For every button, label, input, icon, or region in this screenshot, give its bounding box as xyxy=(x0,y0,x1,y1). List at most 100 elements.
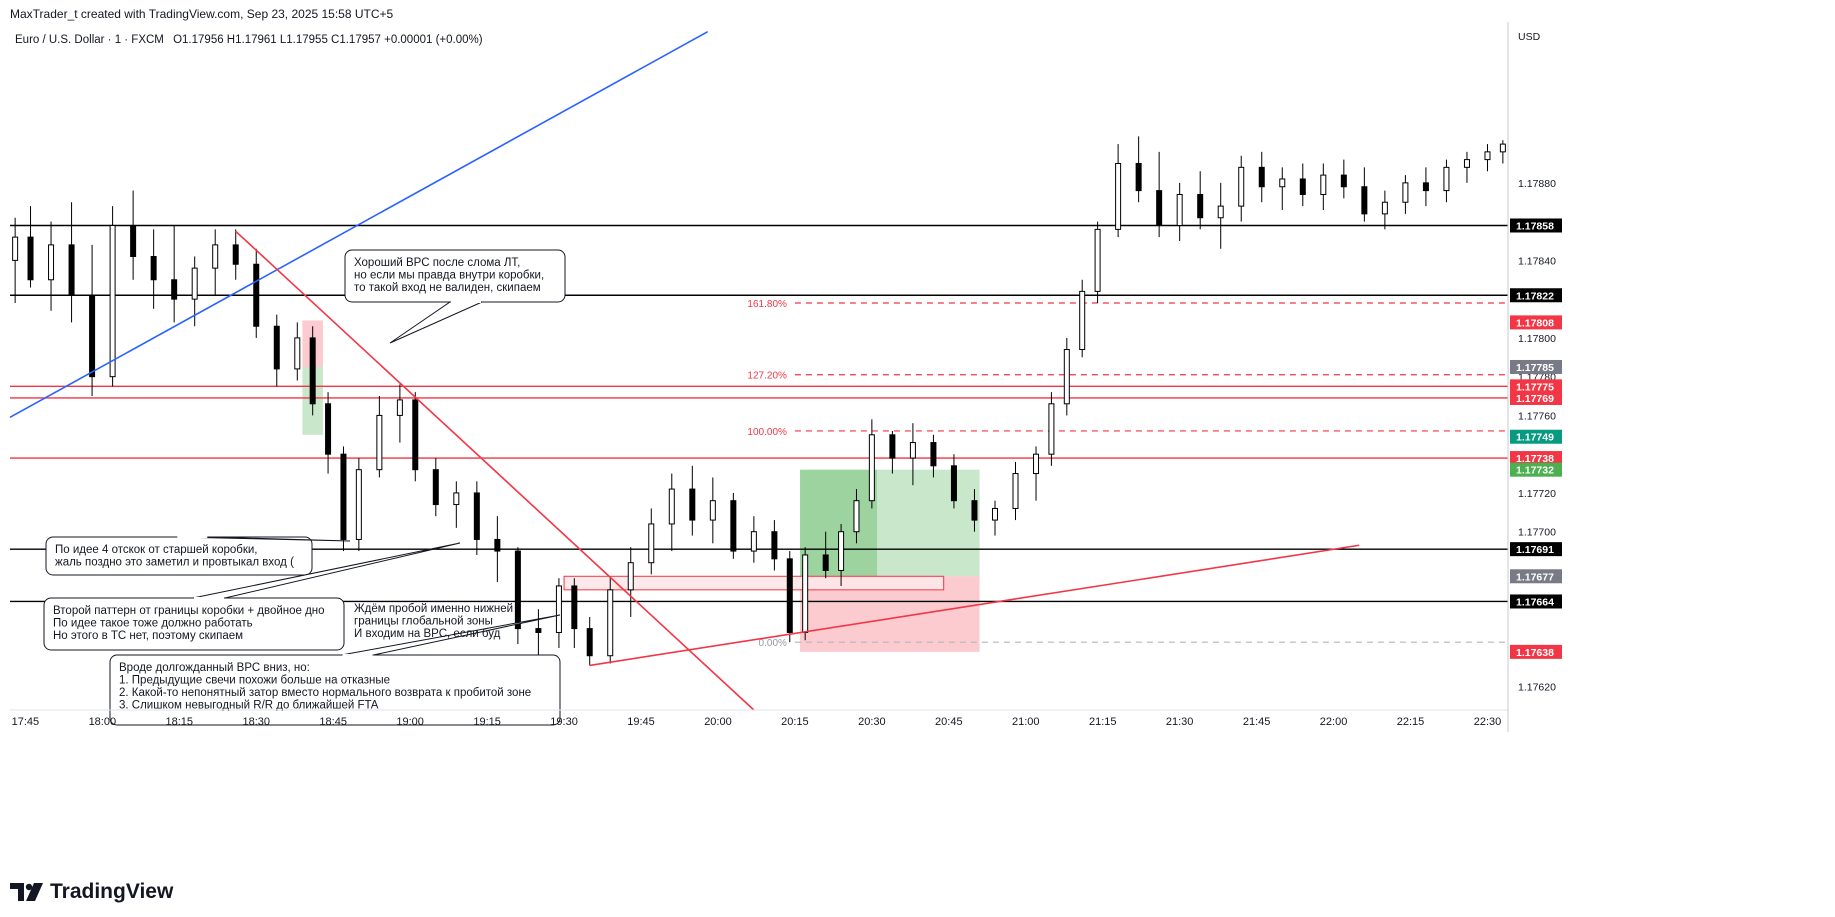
price-tick-label: 1.17620 xyxy=(1518,682,1556,694)
annotation-line: Но этого в ТС нет, поэтому скипаем xyxy=(53,630,243,642)
candle-down xyxy=(412,399,419,471)
candle-down xyxy=(1422,182,1429,192)
price-badge-bg xyxy=(1510,644,1562,659)
candle-up xyxy=(376,414,383,471)
currency-label: USD xyxy=(1518,31,1541,43)
candle-down xyxy=(27,236,34,281)
candle-up xyxy=(1443,166,1450,192)
candle-up xyxy=(1115,162,1122,230)
candle-down xyxy=(1156,190,1163,226)
candle-up xyxy=(868,434,875,502)
candle-down xyxy=(786,558,793,633)
symbol-legend: Euro / U.S. Dollar · 1 · FXCM O1.17956 H… xyxy=(15,34,483,46)
time-tick-label: 20:15 xyxy=(781,716,809,728)
candle-up xyxy=(1463,159,1470,168)
annotation-line: жаль поздно это заметил и провтыкал вход… xyxy=(55,557,294,569)
candle-up xyxy=(294,337,301,370)
price-tick-label: 1.17800 xyxy=(1518,333,1556,345)
time-tick-label: 22:30 xyxy=(1474,716,1502,728)
brand-name: TradingView xyxy=(50,880,174,903)
candle-down xyxy=(68,244,75,296)
candle-down xyxy=(473,492,480,540)
time-tick-label: 18:00 xyxy=(89,716,117,728)
zone-box-outline xyxy=(563,575,945,591)
fib-level-label: 0.00% xyxy=(759,638,787,649)
candle-up xyxy=(607,589,614,657)
candle-down xyxy=(822,554,829,571)
annotation-line: Хороший ВРС после слома ЛТ, xyxy=(354,257,520,269)
trendline-blue[interactable] xyxy=(9,30,709,419)
price-badge-value: 1.17822 xyxy=(1516,290,1554,302)
candle-down xyxy=(273,325,280,370)
candle-up xyxy=(909,442,916,459)
annotation-line: то такой вход не валиден, скипаем xyxy=(354,282,541,294)
trendline-red-descending[interactable] xyxy=(235,230,755,711)
candle-up xyxy=(1279,178,1286,188)
time-tick-label: 17:45 xyxy=(12,716,40,728)
annotation-line: Второй паттерн от границы коробки + двой… xyxy=(53,605,325,617)
chart-credit: MaxTrader_t created with TradingView.com… xyxy=(10,7,394,21)
annotation-line: Вроде долгожданный ВРС вниз, но: xyxy=(119,662,310,674)
price-badge: 1.17732 xyxy=(1510,462,1562,477)
annotation-callout[interactable]: По идее 4 отскок от старшей коробки,жаль… xyxy=(45,536,351,576)
price-badge-value: 1.17691 xyxy=(1516,544,1554,556)
candle-up xyxy=(1012,473,1019,509)
time-tick-label: 18:15 xyxy=(166,716,194,728)
candle-down xyxy=(325,403,332,455)
candle-down xyxy=(494,538,501,552)
price-tick-label: 1.17700 xyxy=(1518,527,1556,539)
candle-down xyxy=(89,294,96,378)
candle-down xyxy=(253,263,260,327)
candle-down xyxy=(950,465,957,502)
time-tick-label: 19:30 xyxy=(550,716,578,728)
candle-up xyxy=(1217,205,1224,219)
price-badge: 1.17858 xyxy=(1510,218,1562,233)
candle-down xyxy=(1340,174,1347,188)
candle-up xyxy=(355,469,362,540)
time-tick-label: 19:15 xyxy=(473,716,501,728)
candle-up xyxy=(396,399,403,416)
time-tick-label: 18:45 xyxy=(319,716,347,728)
candle-down xyxy=(889,434,896,459)
time-tick-label: 19:00 xyxy=(396,716,424,728)
trendline-red-ascending[interactable] xyxy=(589,544,1360,667)
annotation-callout[interactable]: Второй паттерн от границы коробки + двой… xyxy=(43,542,461,651)
candle-down xyxy=(432,469,439,506)
candle-up xyxy=(555,585,562,633)
candle-up xyxy=(1079,290,1086,351)
candle-down xyxy=(535,628,542,633)
candle-down xyxy=(150,256,157,281)
candle-up xyxy=(1402,182,1409,203)
candle-down xyxy=(1361,186,1368,215)
price-badge-value: 1.17858 xyxy=(1516,220,1554,232)
candle-up xyxy=(1238,166,1245,207)
zone-target xyxy=(876,469,980,577)
tradingview-brand[interactable]: TradingView xyxy=(10,880,173,904)
price-tick-label: 1.17760 xyxy=(1518,410,1556,422)
price-badge-bg xyxy=(1510,315,1562,330)
annotation-box xyxy=(109,654,561,726)
price-badge-bg xyxy=(1510,542,1562,557)
candle-up xyxy=(1048,403,1055,455)
price-badge: 1.17749 xyxy=(1510,429,1562,444)
ohlc-values: O1.17956 H1.17961 L1.17955 C1.17957 +0.0… xyxy=(173,34,483,46)
candle-up xyxy=(838,531,845,571)
time-tick-label: 21:15 xyxy=(1089,716,1117,728)
time-tick-label: 20:30 xyxy=(858,716,886,728)
annotation-callout[interactable]: Хороший ВРС после слома ЛТ,но если мы пр… xyxy=(344,249,566,344)
symbol-name[interactable]: Euro / U.S. Dollar · 1 · FXCM xyxy=(15,34,164,46)
price-badge-bg xyxy=(1510,218,1562,233)
price-badge: 1.17638 xyxy=(1510,644,1562,659)
price-badge-value: 1.17769 xyxy=(1516,393,1554,405)
candle-up xyxy=(802,554,809,633)
annotation-callout[interactable]: Вроде долгожданный ВРС вниз, но:1. Преды… xyxy=(109,614,561,726)
candle-up xyxy=(1381,201,1388,215)
candle-down xyxy=(130,224,137,258)
time-tick-label: 21:45 xyxy=(1243,716,1271,728)
candle-down xyxy=(1258,166,1265,188)
candle-up xyxy=(1063,349,1070,405)
candle-up xyxy=(709,500,716,521)
candle-up xyxy=(109,224,116,378)
